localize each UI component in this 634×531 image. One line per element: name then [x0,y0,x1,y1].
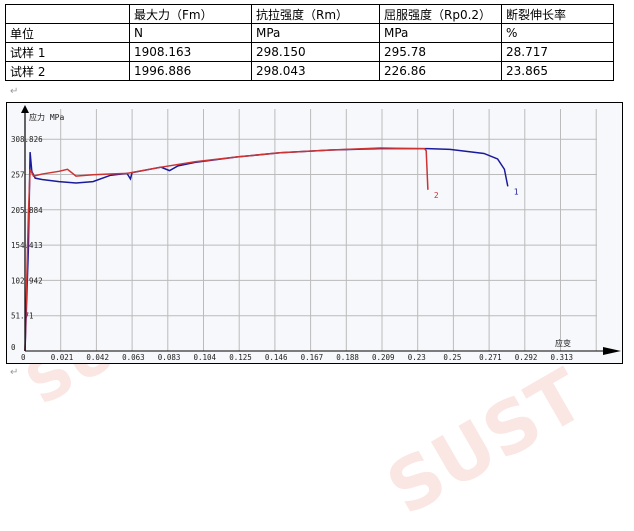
x-tick-label: 0.021 [51,353,74,362]
table-row: 试样 2 1996.886 298.043 226.86 23.865 [5,61,614,81]
paragraph-mark: ↵ [10,86,19,97]
cell: MPa [379,23,502,43]
paragraph-mark: ↵ [10,367,19,378]
y-tick-label: 308.826 [11,135,43,144]
x-tick-label: 0.209 [372,353,395,362]
table-row: 试样 1 1908.163 298.150 295.78 28.717 [5,42,614,62]
x-tick-label: 0.042 [86,353,109,362]
cell: 1996.886 [129,61,252,81]
cell: % [501,23,614,43]
x-tick-label: 0.125 [229,353,252,362]
x-tick-label: 0.083 [158,353,181,362]
series-line-1 [24,147,509,352]
cell: 28.717 [501,42,614,62]
cell: 298.150 [251,42,380,62]
cell: 单位 [5,23,130,43]
watermark: SUST [373,352,599,531]
x-tick-label: 0.313 [551,353,574,362]
x-tick-label: 0.23 [408,353,426,362]
cell: 1908.163 [129,42,252,62]
y-tick-label: 51.71 [11,312,34,321]
x-tick-label: 0.167 [301,353,324,362]
header-cell: 屈服强度（Rp0.2） [379,4,502,24]
cell: 295.78 [379,42,502,62]
header-cell: 抗拉强度（Rm） [251,4,380,24]
cell: 226.86 [379,61,502,81]
y-tick-label: 257 [11,171,25,180]
header-cell [5,4,130,24]
y-axis-label: 应力 MPa [29,112,64,122]
series-line-2 [24,147,429,352]
series-label-1: 1 [514,187,519,196]
table-row: 单位 N MPa MPa% [5,23,614,43]
cell: N [129,23,252,43]
y-axis-arrow-icon [21,105,29,113]
chart-svg: 0 0.021 0.042 0.063 0.083 0.104 0.125 0.146 0.16… [11,105,621,362]
x-tick-label: 0.292 [515,353,538,362]
x-tick-label: 0 [21,353,26,362]
cell: 298.043 [251,61,380,81]
x-tick-label: 0.063 [122,353,145,362]
table-header-row: 最大力（Fm） 抗拉强度（Rm） 屈服强度（Rp0.2） 断裂伸长率 [5,4,614,24]
y-tick-label: 0 [11,343,16,352]
x-axis-label: 应变 [555,338,571,348]
header-cell: 最大力（Fm） [129,4,252,24]
y-tick-label: 154.413 [11,241,43,250]
cell: 试样 2 [5,61,130,81]
header-cell: 断裂伸长率 [501,4,614,24]
x-tick-label: 0.188 [336,353,359,362]
x-axis-arrow-icon [603,347,621,355]
stress-strain-chart: 0 0.021 0.042 0.063 0.083 0.104 0.125 0.146 0.16… [6,102,623,364]
cell: 23.865 [501,61,614,81]
x-tick-label: 0.146 [265,353,288,362]
cell: 试样 1 [5,42,130,62]
x-tick-label: 0.104 [194,353,217,362]
y-tick-label: 205.884 [11,206,43,215]
results-table: 最大力（Fm） 抗拉强度（Rm） 屈服强度（Rp0.2） 断裂伸长率 单位 N MP… [5,4,614,81]
cell: MPa [251,23,380,43]
x-tick-label: 0.271 [479,353,502,362]
series-label-2: 2 [434,191,439,200]
x-tick-label: 0.25 [443,353,461,362]
